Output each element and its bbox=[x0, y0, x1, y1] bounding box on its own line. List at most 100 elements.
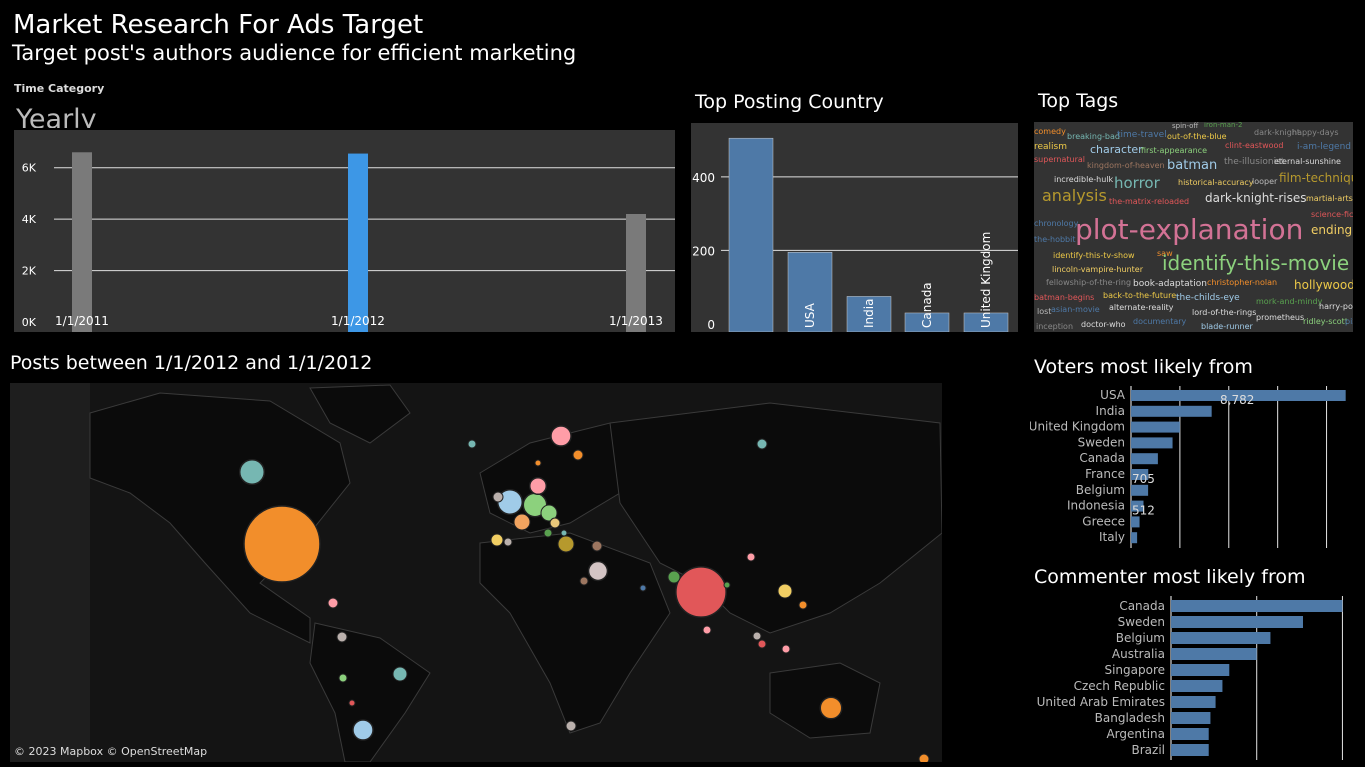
tag-word[interactable]: looper bbox=[1252, 177, 1278, 186]
tag-word[interactable]: spin-off bbox=[1172, 122, 1198, 130]
minor-country-bubble[interactable] bbox=[752, 631, 762, 641]
minor-country-bubble[interactable] bbox=[667, 570, 681, 584]
time-bar[interactable] bbox=[72, 152, 92, 332]
minor-country-bubble[interactable] bbox=[492, 491, 504, 503]
tag-word[interactable]: lord-of-the-rings bbox=[1192, 308, 1256, 317]
country-bubble[interactable] bbox=[587, 560, 609, 582]
voters-bar[interactable] bbox=[1131, 484, 1149, 496]
tag-word[interactable]: asian-movie bbox=[1051, 305, 1100, 314]
commenters-bar-chart[interactable]: Canada Sweden Belgium Australia Singapore Cze… bbox=[1030, 596, 1360, 762]
minor-country-bubble[interactable] bbox=[534, 459, 542, 467]
minor-country-bubble[interactable] bbox=[565, 720, 577, 732]
minor-country-bubble[interactable] bbox=[757, 639, 767, 649]
tag-word[interactable]: ending bbox=[1311, 223, 1352, 237]
country-bar[interactable] bbox=[846, 296, 892, 333]
tag-word[interactable]: the-hobbit bbox=[1034, 235, 1076, 244]
voters-bar[interactable] bbox=[1131, 453, 1158, 465]
commenters-bar[interactable] bbox=[1171, 616, 1303, 628]
country-bar[interactable] bbox=[787, 252, 833, 333]
commenters-bar[interactable] bbox=[1171, 680, 1223, 692]
tag-word[interactable]: chronology bbox=[1034, 219, 1079, 228]
tag-word[interactable]: batman bbox=[1167, 158, 1217, 173]
voters-bar[interactable] bbox=[1131, 469, 1149, 480]
tag-word[interactable]: time-travel bbox=[1117, 130, 1167, 140]
minor-country-bubble[interactable] bbox=[549, 517, 561, 529]
minor-country-bubble[interactable] bbox=[579, 576, 589, 586]
time-bar-chart[interactable]: 0K 2K 4K 6K 1/1/2011 1/1/2012 1/1/2013 bbox=[14, 130, 675, 332]
minor-country-bubble[interactable] bbox=[467, 439, 477, 449]
tag-word[interactable]: horror bbox=[1114, 174, 1161, 192]
country-bubble[interactable] bbox=[528, 476, 548, 496]
minor-country-bubble[interactable] bbox=[513, 513, 531, 531]
commenters-bar[interactable] bbox=[1171, 648, 1257, 660]
minor-country-bubble[interactable] bbox=[798, 600, 808, 610]
tag-word[interactable]: dark-knight-rises bbox=[1205, 191, 1306, 205]
voters-bar[interactable] bbox=[1131, 437, 1173, 449]
minor-country-bubble[interactable] bbox=[781, 644, 791, 654]
tag-word[interactable]: historical-accuracy bbox=[1178, 178, 1254, 187]
tag-word[interactable]: harry-potter bbox=[1319, 302, 1353, 311]
tag-word[interactable]: the-matrix-reloaded bbox=[1109, 197, 1189, 206]
tag-word[interactable]: alternate-reality bbox=[1109, 303, 1174, 312]
tag-word[interactable]: lincoln-vampire-hunter bbox=[1052, 265, 1144, 274]
tag-word[interactable]: supernatural bbox=[1034, 155, 1085, 164]
voters-bar[interactable] bbox=[1131, 516, 1140, 528]
minor-country-bubble[interactable] bbox=[639, 584, 647, 592]
commenters-bar[interactable] bbox=[1171, 712, 1211, 724]
country-bar[interactable] bbox=[728, 137, 774, 333]
country-bubble[interactable] bbox=[352, 719, 374, 741]
commenters-bar[interactable] bbox=[1171, 744, 1209, 756]
tag-word[interactable]: prometheus bbox=[1256, 313, 1304, 322]
time-bar[interactable] bbox=[626, 214, 646, 332]
minor-country-bubble[interactable] bbox=[560, 529, 568, 537]
voters-bar[interactable] bbox=[1131, 532, 1138, 544]
minor-country-bubble[interactable] bbox=[756, 438, 768, 450]
minor-country-bubble[interactable] bbox=[540, 504, 558, 522]
tag-word[interactable]: plot-explanation bbox=[1075, 213, 1303, 246]
tag-word[interactable]: analysis bbox=[1042, 186, 1107, 205]
country-bubble[interactable] bbox=[550, 425, 572, 447]
tag-word[interactable]: christopher-nolan bbox=[1207, 278, 1277, 287]
minor-country-bubble[interactable] bbox=[557, 535, 575, 553]
voters-bar[interactable] bbox=[1131, 500, 1144, 512]
minor-country-bubble[interactable] bbox=[746, 552, 756, 562]
tag-word[interactable]: eternal-sunshine bbox=[1274, 157, 1341, 166]
minor-country-bubble[interactable] bbox=[336, 631, 348, 643]
tag-word[interactable]: out-of-the-blue bbox=[1167, 132, 1227, 141]
commenters-bar[interactable] bbox=[1171, 664, 1230, 676]
tag-word[interactable]: saw bbox=[1157, 249, 1173, 258]
minor-country-bubble[interactable] bbox=[723, 581, 731, 589]
world-map[interactable] bbox=[10, 383, 942, 762]
tag-word[interactable]: incredible-hulk bbox=[1054, 175, 1114, 184]
tag-word[interactable]: hollywood bbox=[1294, 278, 1353, 292]
minor-country-bubble[interactable] bbox=[591, 540, 603, 552]
tag-word[interactable]: mork-and-mindy bbox=[1256, 297, 1323, 306]
tag-word[interactable]: film-techniques bbox=[1279, 171, 1353, 185]
tag-word[interactable]: breaking-bad bbox=[1067, 132, 1120, 141]
minor-country-bubble[interactable] bbox=[543, 528, 553, 538]
tag-word[interactable]: clint-eastwood bbox=[1225, 141, 1283, 150]
minor-country-bubble[interactable] bbox=[338, 673, 348, 683]
commenters-bar[interactable] bbox=[1171, 632, 1271, 644]
minor-country-bubble[interactable] bbox=[348, 699, 356, 707]
time-category-dropdown[interactable]: Yearly bbox=[16, 104, 97, 128]
tag-word[interactable]: realism bbox=[1034, 142, 1067, 152]
commenters-bar[interactable] bbox=[1171, 600, 1343, 612]
tag-word[interactable]: ridley-scott bbox=[1303, 317, 1348, 326]
tag-word[interactable]: iron-man-2 bbox=[1204, 122, 1242, 129]
tag-word[interactable]: identify-this-tv-show bbox=[1053, 251, 1135, 260]
country-bubble[interactable] bbox=[238, 458, 266, 486]
tag-word[interactable]: the-childs-eye bbox=[1176, 293, 1240, 303]
voters-bar[interactable] bbox=[1131, 405, 1212, 417]
tag-word[interactable]: inception bbox=[1036, 322, 1073, 331]
commenters-bar[interactable] bbox=[1171, 728, 1209, 740]
tag-word[interactable]: documentary bbox=[1133, 317, 1187, 326]
tag-word[interactable]: martial-arts bbox=[1306, 194, 1353, 203]
minor-country-bubble[interactable] bbox=[702, 625, 712, 635]
tag-word[interactable]: blade-runner bbox=[1201, 322, 1254, 331]
tag-word[interactable]: pixar bbox=[1345, 317, 1353, 326]
tag-word[interactable]: batman-begins bbox=[1034, 293, 1094, 302]
world-map-canvas[interactable] bbox=[10, 383, 942, 762]
